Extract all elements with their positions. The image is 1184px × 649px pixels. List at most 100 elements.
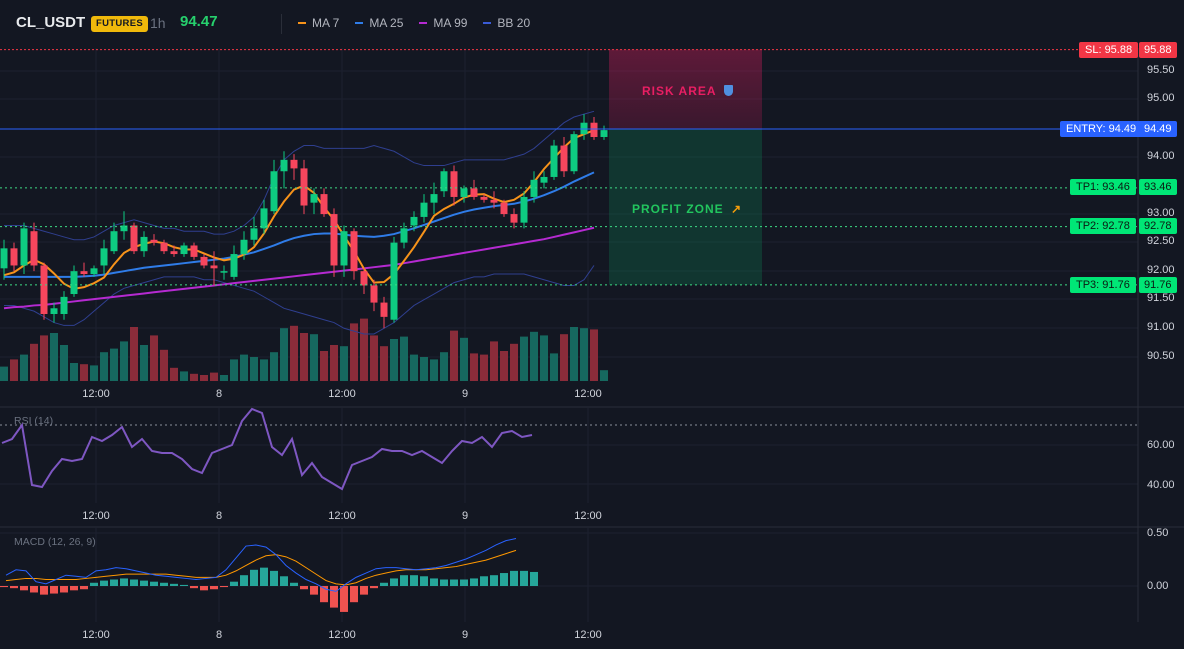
macd-histogram-bar bbox=[150, 581, 158, 586]
tp1-tag[interactable]: TP1: 93.46 bbox=[1070, 179, 1136, 195]
macd-histogram-bar bbox=[280, 576, 288, 586]
price-axis-tick: 95.50 bbox=[1147, 64, 1175, 76]
macd-histogram-bar bbox=[460, 579, 468, 586]
candle-body bbox=[510, 214, 518, 223]
volume-bar bbox=[220, 375, 228, 381]
candle-body bbox=[80, 271, 88, 275]
volume-bar bbox=[510, 343, 518, 381]
volume-bar bbox=[460, 337, 468, 381]
macd-histogram-bar bbox=[430, 578, 438, 586]
time-axis-label: 12:00 bbox=[328, 629, 356, 641]
tp3-axis-value: 91.76 bbox=[1139, 277, 1177, 293]
volume-bar bbox=[200, 375, 208, 381]
candle-body bbox=[590, 122, 598, 137]
legend-label: BB 20 bbox=[497, 16, 531, 30]
macd-histogram-bar bbox=[240, 575, 248, 586]
volume-bar bbox=[480, 354, 488, 381]
candle-body bbox=[230, 254, 238, 277]
macd-histogram-bar bbox=[80, 586, 88, 590]
candle-body bbox=[180, 245, 188, 255]
volume-bar bbox=[40, 335, 48, 381]
time-axis-label: 9 bbox=[461, 629, 469, 641]
sl-tag[interactable]: SL: 95.88 bbox=[1079, 42, 1139, 58]
time-axis-label: 12:00 bbox=[574, 510, 602, 522]
legend-label: MA 99 bbox=[433, 16, 468, 30]
macd-histogram-bar bbox=[250, 569, 258, 586]
interval-selector[interactable]: 1h bbox=[150, 15, 166, 31]
symbol-name[interactable]: CL_USDT bbox=[16, 14, 86, 31]
line-swatch-icon bbox=[298, 22, 306, 24]
profit-zone bbox=[609, 129, 762, 285]
line-swatch-icon bbox=[419, 22, 428, 24]
volume-bar bbox=[360, 318, 368, 381]
entry-axis-value: 94.49 bbox=[1139, 121, 1177, 137]
candle-body bbox=[260, 208, 268, 229]
volume-bar bbox=[290, 325, 298, 381]
volume-bar bbox=[50, 333, 58, 381]
volume-bar bbox=[10, 359, 18, 381]
volume-bar bbox=[440, 352, 448, 381]
legend-ma25[interactable]: MA 25 bbox=[355, 16, 403, 30]
macd-histogram-bar bbox=[370, 586, 378, 589]
tp3-tag[interactable]: TP3: 91.76 bbox=[1070, 277, 1136, 293]
volume-bar bbox=[520, 336, 528, 381]
volume-bar bbox=[320, 351, 328, 381]
legend-ma99[interactable]: MA 99 bbox=[419, 16, 467, 30]
time-axis-label: 9 bbox=[461, 388, 469, 400]
macd-histogram-bar bbox=[390, 578, 398, 586]
macd-histogram-bar bbox=[60, 586, 68, 593]
volume-bar bbox=[80, 364, 88, 381]
macd-histogram-bar bbox=[40, 586, 48, 595]
volume-bar bbox=[390, 339, 398, 381]
volume-bar bbox=[540, 335, 548, 381]
candle-body bbox=[220, 271, 228, 273]
line-swatch-icon bbox=[355, 22, 364, 24]
candle-body bbox=[140, 236, 148, 252]
candle-body bbox=[350, 231, 358, 272]
volume-bar bbox=[590, 329, 598, 381]
macd-histogram-bar bbox=[180, 584, 188, 586]
tp2-tag[interactable]: TP2: 92.78 bbox=[1070, 218, 1136, 234]
volume-bar bbox=[0, 366, 8, 381]
candle-body bbox=[420, 202, 428, 217]
macd-histogram-bar bbox=[10, 586, 18, 589]
tp2-axis-value: 92.78 bbox=[1139, 218, 1177, 234]
chart-header: CL_USDT FUTURES 1h 94.47 MA 7 MA 25 MA 9… bbox=[0, 0, 1184, 48]
macd-histogram-bar bbox=[320, 586, 328, 603]
shield-icon bbox=[724, 85, 734, 96]
legend-bb20[interactable]: BB 20 bbox=[483, 16, 530, 30]
rsi-tick: 40.00 bbox=[1147, 479, 1175, 491]
volume-bar bbox=[100, 352, 108, 381]
candle-body bbox=[570, 134, 578, 172]
macd-histogram-bar bbox=[350, 586, 358, 603]
macd-histogram-bar bbox=[380, 582, 388, 586]
time-axis-label: 12:00 bbox=[82, 629, 110, 641]
macd-histogram-bar bbox=[140, 580, 148, 586]
entry-tag[interactable]: ENTRY: 94.49 bbox=[1060, 121, 1143, 137]
price-axis-tick: 90.50 bbox=[1147, 350, 1175, 362]
candle-body bbox=[290, 159, 298, 169]
volume-bar bbox=[70, 363, 78, 381]
macd-histogram-bar bbox=[110, 579, 118, 586]
bb-upper-line bbox=[4, 110, 595, 241]
macd-histogram-bar bbox=[100, 580, 108, 586]
price-axis-tick: 92.50 bbox=[1147, 235, 1175, 247]
legend-ma7[interactable]: MA 7 bbox=[298, 16, 339, 30]
macd-histogram-bar bbox=[520, 570, 528, 586]
volume-bar bbox=[30, 343, 38, 381]
rsi-tick: 60.00 bbox=[1147, 439, 1175, 451]
macd-line bbox=[5, 537, 517, 592]
macd-histogram-bar bbox=[220, 586, 228, 588]
macd-histogram-bar bbox=[170, 583, 178, 586]
volume-bar bbox=[130, 327, 138, 381]
last-price: 94.47 bbox=[180, 13, 218, 30]
candle-body bbox=[600, 130, 608, 137]
risk-area-zone bbox=[609, 49, 762, 130]
candle-body bbox=[200, 256, 208, 266]
volume-bar bbox=[270, 352, 278, 381]
candle-body bbox=[580, 122, 588, 135]
macd-histogram-bar bbox=[50, 586, 58, 594]
candle-body bbox=[120, 225, 128, 232]
legend-label: MA 7 bbox=[312, 16, 340, 30]
